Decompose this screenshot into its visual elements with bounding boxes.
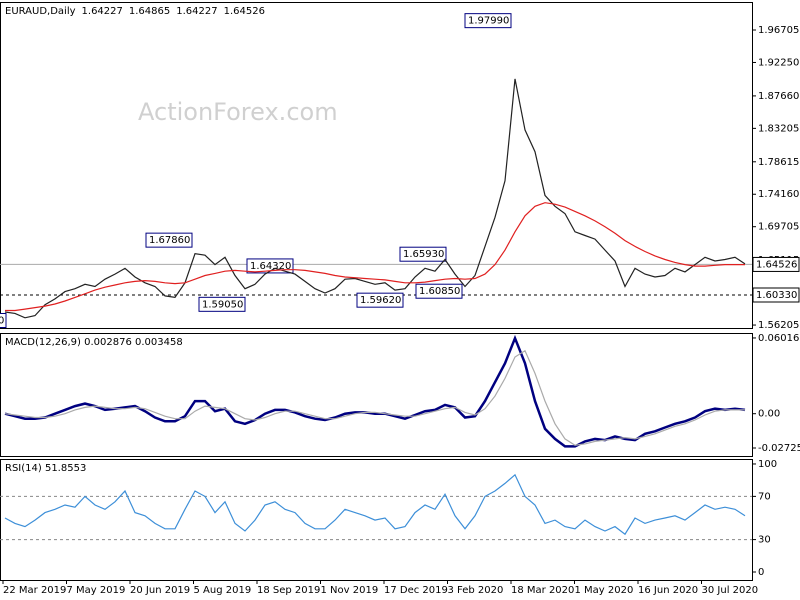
panel-title: MACD(12,26,9) 0.002876 0.003458 bbox=[5, 337, 183, 348]
annotation-box bbox=[0, 312, 7, 328]
level-tag-label: 1.60330 bbox=[756, 290, 797, 301]
annotation-label: 1.59620 bbox=[360, 295, 401, 306]
annotation-box bbox=[145, 232, 193, 248]
x-tick-label: 18 Mar 2020 bbox=[511, 585, 574, 596]
y-tick-label: 0.00 bbox=[758, 409, 780, 420]
x-tick-label: 17 Dec 2019 bbox=[384, 585, 448, 596]
x-tick-label: 1 May 2020 bbox=[575, 585, 634, 596]
panel-frame bbox=[0, 459, 753, 581]
y-tick-label: 1.74160 bbox=[758, 189, 799, 200]
x-tick-label: 1 Nov 2019 bbox=[321, 585, 379, 596]
header-part: 1.64865 bbox=[129, 6, 170, 17]
annotation-label: 1.59050 bbox=[202, 299, 243, 310]
annotation-label: 1.60850 bbox=[419, 286, 460, 297]
series-line bbox=[4, 349, 745, 446]
annotation-box bbox=[399, 246, 447, 262]
y-tick-label: 1.87660 bbox=[758, 91, 799, 102]
y-tick-label: 0 bbox=[758, 567, 764, 578]
y-tick-label: 0.060165 bbox=[758, 333, 800, 344]
x-tick-label: 3 Feb 2020 bbox=[448, 585, 504, 596]
header-part: 1.64526 bbox=[224, 6, 265, 17]
series-line bbox=[4, 78, 746, 319]
panel-title: RSI(14) 51.8553 bbox=[5, 463, 86, 474]
y-tick-label: 70 bbox=[758, 491, 771, 502]
y-tick-label: 1.78615 bbox=[758, 157, 799, 168]
y-tick-label: 1.92250 bbox=[758, 57, 799, 68]
y-tick-label: 1.96705 bbox=[758, 25, 799, 36]
x-tick-label: 20 Jun 2019 bbox=[130, 585, 190, 596]
annotation-box bbox=[356, 292, 404, 308]
header: EURAUD,Daily 1.64227 1.64865 1.64227 1.64526 bbox=[5, 6, 265, 17]
y-tick-label: 30 bbox=[758, 535, 771, 546]
annotation-label: 1.97990 bbox=[468, 16, 509, 27]
x-tick-label: 16 Jun 2020 bbox=[638, 585, 698, 596]
panel-frame bbox=[0, 333, 753, 457]
series-line bbox=[4, 334, 746, 448]
annotation-label: 1.65930 bbox=[403, 249, 444, 260]
y-tick-label: -0.02725 bbox=[758, 443, 800, 454]
x-tick-label: 7 May 2019 bbox=[67, 585, 126, 596]
annotation-label: 1.56830 bbox=[0, 315, 4, 326]
x-tick-label: 22 Mar 2019 bbox=[3, 585, 66, 596]
header-part: 1.64227 bbox=[176, 6, 217, 17]
y-tick-label: 1.56205 bbox=[758, 320, 799, 331]
annotation-box bbox=[464, 13, 512, 29]
y-tick-label: 1.69705 bbox=[758, 222, 799, 233]
annotation-box bbox=[198, 296, 246, 312]
y-tick-label: 100 bbox=[758, 459, 777, 470]
y-tick-label: 1.83205 bbox=[758, 123, 799, 134]
price-tag bbox=[752, 256, 800, 272]
price-tag-label: 1.64526 bbox=[756, 259, 797, 270]
panel-frame bbox=[0, 2, 753, 329]
annotation-label: 1.64320 bbox=[250, 261, 291, 272]
annotation-label: 1.67860 bbox=[149, 235, 190, 246]
level-tag bbox=[752, 287, 800, 303]
x-tick-label: 30 Jul 2020 bbox=[702, 585, 759, 596]
header-part: EURAUD,Daily bbox=[5, 6, 76, 17]
header-part: 1.64227 bbox=[82, 6, 123, 17]
watermark: ActionForex.com bbox=[138, 98, 338, 126]
series-line bbox=[5, 202, 745, 312]
x-tick-label: 5 Aug 2019 bbox=[194, 585, 252, 596]
series-line bbox=[4, 473, 746, 536]
annotation-box bbox=[415, 283, 463, 299]
x-tick-label: 18 Sep 2019 bbox=[257, 585, 320, 596]
